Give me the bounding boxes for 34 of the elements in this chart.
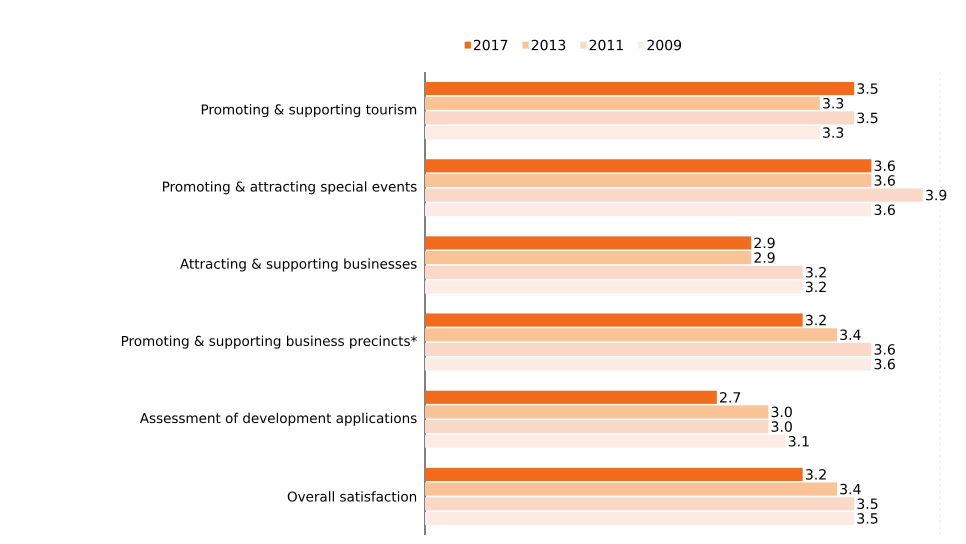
- y-tick-label: Attracting & supporting businesses: [180, 258, 417, 272]
- data-label: 3.2: [806, 266, 826, 278]
- y-tick-label: Promoting & attracting special events: [163, 181, 417, 194]
- data-label: 3.0: [772, 406, 792, 418]
- legend-label: 2011: [590, 40, 623, 50]
- data-label: 2.7: [720, 392, 740, 402]
- data-label: 3.2: [806, 314, 826, 326]
- data-label: 3.5: [857, 513, 878, 524]
- data-label: 3.6: [874, 204, 895, 216]
- y-tick-label: Assessment of development applications: [140, 412, 417, 426]
- data-label: 3.5: [857, 498, 878, 510]
- data-label: 3.4: [840, 329, 861, 340]
- data-label: 3.5: [857, 83, 878, 94]
- data-label: 3.4: [840, 484, 861, 494]
- legend-label: 2017: [474, 40, 508, 50]
- y-tick-label: Promoting & supporting tourism: [202, 104, 416, 118]
- data-label: 3.1: [788, 436, 809, 447]
- data-label: 2.9: [754, 252, 775, 263]
- data-label: 3.6: [874, 344, 895, 355]
- legend-label: 2009: [647, 40, 682, 50]
- data-label: 3.9: [926, 190, 946, 200]
- data-label: 3.3: [823, 127, 844, 138]
- data-label: 3.3: [823, 98, 844, 109]
- data-label: 3.0: [772, 421, 792, 432]
- data-label: 2.9: [754, 238, 775, 248]
- y-tick-label: Overall satisfaction: [288, 491, 416, 502]
- data-label: 3.6: [874, 160, 895, 172]
- data-label: 3.5: [857, 112, 878, 124]
- data-label: 3.2: [806, 469, 826, 480]
- data-label: 3.6: [874, 358, 895, 370]
- y-tick-label: Promoting & supporting business precincts*: [122, 336, 417, 349]
- data-label: 3.2: [806, 282, 826, 292]
- legend-label: 2013: [532, 40, 566, 50]
- data-label: 3.6: [874, 175, 895, 186]
